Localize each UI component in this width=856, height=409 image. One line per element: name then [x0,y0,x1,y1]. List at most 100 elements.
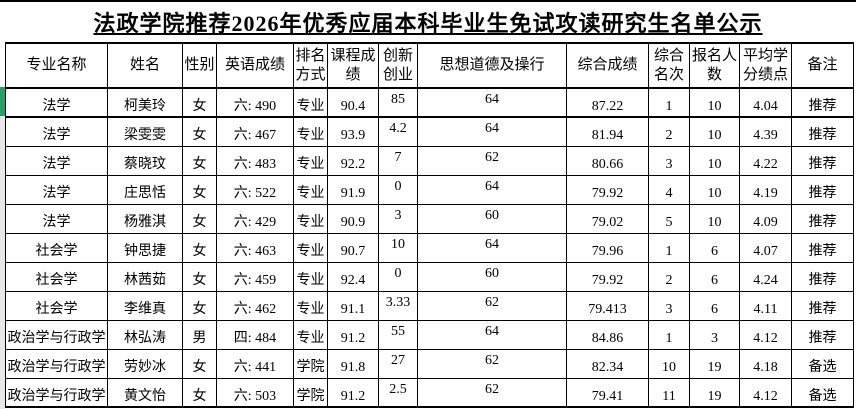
table-cell[interactable]: 专业 [293,116,328,147]
table-cell[interactable]: 19 [689,377,740,408]
table-cell[interactable]: 钟思捷 [107,232,183,263]
table-cell[interactable]: 62 [417,290,567,321]
table-cell[interactable]: 79.413 [566,290,649,321]
table-cell[interactable]: 专业 [293,232,328,263]
table-cell[interactable]: 27 [378,348,418,379]
table-cell[interactable]: 3 [648,290,690,321]
table-cell[interactable]: 女 [182,145,217,176]
table-cell[interactable]: 81.94 [566,116,649,147]
table-cell[interactable]: 专业 [293,319,328,350]
table-cell[interactable]: 4.18 [739,348,792,379]
column-header[interactable]: 思想道德及操行 [417,42,567,89]
table-row[interactable]: 政治学与行政学 黄文怡女六: 503 学院 91.2 2.5 62 79.41 11 19 4.1… [5,377,854,408]
table-cell[interactable]: 6 [689,261,740,292]
table-cell[interactable]: 女 [182,377,217,408]
table-cell[interactable]: 杨雅淇 [107,203,183,234]
column-header[interactable]: 报名人数 [689,42,740,89]
table-cell[interactable]: 10 [689,87,740,118]
table-cell[interactable]: 64 [417,174,567,205]
table-row[interactable]: 社会学 林茜茹女六: 459 专业 92.4 0 60 79.92 2 6 4.24 推荐 [5,261,854,292]
table-cell[interactable]: 3 [648,145,690,176]
table-cell[interactable]: 84.86 [566,319,649,350]
column-header[interactable]: 专业名称 [5,42,108,89]
table-cell[interactable]: 女 [182,290,217,321]
table-cell[interactable]: 推荐 [791,290,854,321]
table-cell[interactable]: 林茜茹 [107,261,183,292]
table-cell[interactable]: 4 [648,174,690,205]
table-cell[interactable]: 4.39 [739,116,792,147]
table-cell[interactable]: 92.2 [327,145,379,176]
table-cell[interactable]: 5 [648,203,690,234]
table-cell[interactable]: 学院 [293,348,328,379]
table-cell[interactable]: 六: 503 [216,377,294,408]
table-cell[interactable]: 3.33 [378,290,418,321]
table-cell[interactable]: 法学 [5,145,108,176]
table-row[interactable]: 法学 庄思恬女六: 522 专业 91.9 0 64 79.92 4 10 4.19 推荐 [5,174,854,205]
table-row[interactable]: 法学 柯美玲女六: 490 专业 90.4 85 64 87.22 1 10 4.04 推荐 [5,87,854,118]
table-row[interactable]: 社会学 钟思捷女六: 463 专业 90.7 10 64 79.96 1 6 4.07 推荐 [5,232,854,263]
column-header[interactable]: 创新创业 [378,42,418,89]
table-cell[interactable]: 蔡晓玟 [107,145,183,176]
table-cell[interactable]: 92.4 [327,261,379,292]
table-cell[interactable]: 2 [648,261,690,292]
table-cell[interactable]: 政治学与行政学 [5,348,108,379]
table-cell[interactable]: 79.92 [566,261,649,292]
table-cell[interactable]: 六: 441 [216,348,294,379]
table-cell[interactable]: 10 [689,145,740,176]
table-cell[interactable]: 1 [648,87,690,118]
table-cell[interactable]: 80.66 [566,145,649,176]
table-cell[interactable]: 3 [689,319,740,350]
table-cell[interactable]: 10 [689,203,740,234]
table-cell[interactable]: 柯美玲 [107,87,183,118]
table-cell[interactable]: 法学 [5,116,108,147]
table-cell[interactable]: 推荐 [791,319,854,350]
table-cell[interactable]: 4.12 [739,377,792,408]
table-cell[interactable]: 法学 [5,203,108,234]
table-cell[interactable]: 6 [689,290,740,321]
table-cell[interactable]: 62 [417,348,567,379]
table-cell[interactable]: 社会学 [5,261,108,292]
table-cell[interactable]: 推荐 [791,232,854,263]
table-cell[interactable]: 64 [417,116,567,147]
table-cell[interactable]: 李维真 [107,290,183,321]
table-cell[interactable]: 政治学与行政学 [5,319,108,350]
table-cell[interactable]: 4.24 [739,261,792,292]
column-header[interactable]: 性别 [182,42,217,89]
table-cell[interactable]: 1 [648,319,690,350]
table-cell[interactable]: 劳妙冰 [107,348,183,379]
table-cell[interactable]: 91.1 [327,290,379,321]
table-cell[interactable]: 备选 [791,348,854,379]
column-header[interactable]: 综合成绩 [566,42,649,89]
table-cell[interactable]: 专业 [293,145,328,176]
table-cell[interactable]: 社会学 [5,290,108,321]
table-cell[interactable]: 女 [182,232,217,263]
table-cell[interactable]: 女 [182,174,217,205]
table-cell[interactable]: 6 [689,232,740,263]
table-cell[interactable]: 91.2 [327,319,379,350]
column-header[interactable]: 备注 [791,42,854,89]
table-cell[interactable]: 推荐 [791,145,854,176]
table-cell[interactable]: 政治学与行政学 [5,377,108,408]
table-cell[interactable]: 推荐 [791,87,854,118]
table-cell[interactable]: 4.2 [378,116,418,147]
table-cell[interactable]: 64 [417,87,567,118]
table-cell[interactable]: 六: 483 [216,145,294,176]
table-cell[interactable]: 4.09 [739,203,792,234]
table-cell[interactable]: 19 [689,348,740,379]
table-row[interactable]: 法学 梁雯雯女六: 467 专业 93.9 4.2 64 81.94 2 10 4.39 推荐 [5,116,854,147]
column-header[interactable]: 综合名次 [648,42,690,89]
table-cell[interactable]: 2 [648,116,690,147]
table-cell[interactable]: 3 [378,203,418,234]
table-cell[interactable]: 64 [417,319,567,350]
table-cell[interactable]: 55 [378,319,418,350]
table-cell[interactable]: 学院 [293,377,328,408]
table-cell[interactable]: 93.9 [327,116,379,147]
table-cell[interactable]: 64 [417,232,567,263]
table-cell[interactable]: 82.34 [566,348,649,379]
table-cell[interactable]: 六: 490 [216,87,294,118]
table-cell[interactable]: 1 [648,232,690,263]
table-cell[interactable]: 62 [417,377,567,408]
table-cell[interactable]: 推荐 [791,174,854,205]
table-cell[interactable]: 庄思恬 [107,174,183,205]
table-cell[interactable]: 推荐 [791,261,854,292]
